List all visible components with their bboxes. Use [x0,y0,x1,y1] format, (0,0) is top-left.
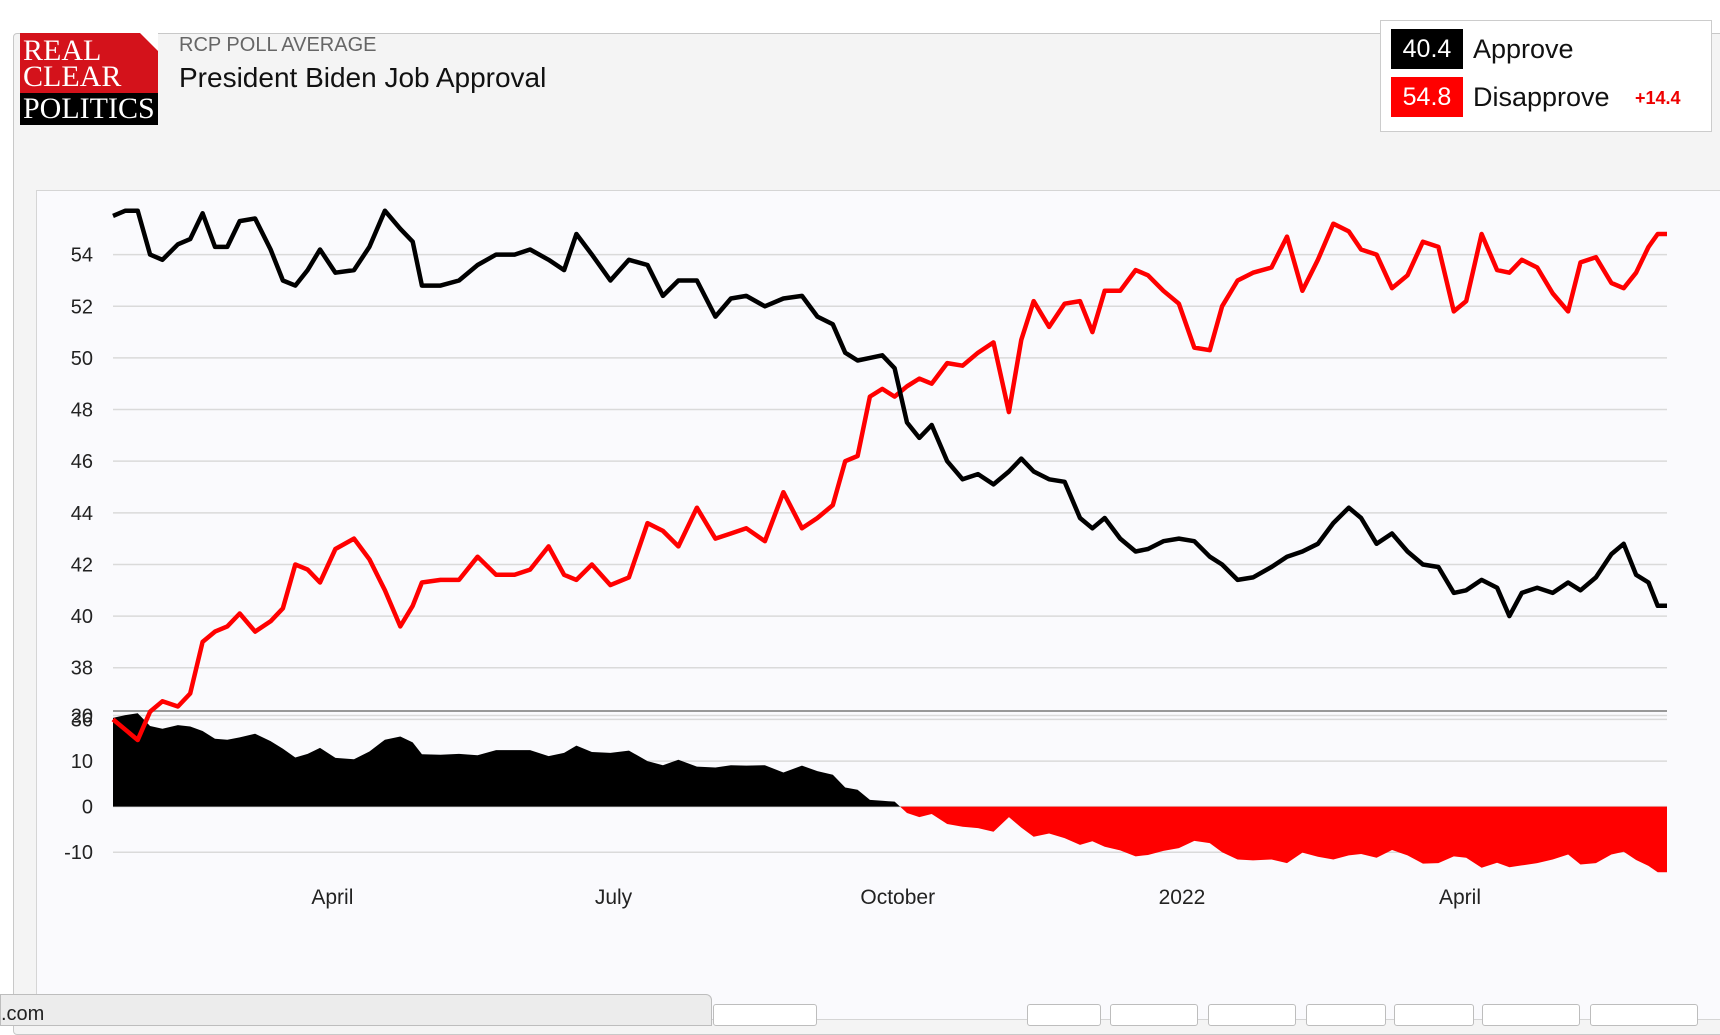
logo-red-block [20,33,158,93]
y-tick-label-38: 38 [71,658,93,680]
chart-panel: 36 38 40 42 44 46 48 50 52 54 20 10 0 -10 April July Oct… [36,190,1720,1020]
control-button-2[interactable] [1027,1004,1101,1026]
x-tick-label-1: July [595,886,633,909]
rcp-logo[interactable]: REAL CLEAR POLITICS [20,33,158,125]
spread-tick-label-0: 0 [82,797,93,819]
spread-tick-label-20: 20 [71,706,93,728]
spread-tick-label--10: -10 [64,842,93,864]
x-tick-label-0: April [311,886,353,909]
approve-value-badge: 40.4 [1391,29,1463,69]
control-button-1[interactable] [713,1004,817,1026]
spread-tick-label-10: 10 [71,751,93,773]
control-button-4[interactable] [1208,1004,1296,1026]
logo-text-line3: POLITICS [23,92,155,125]
status-text: .com [1,1003,45,1025]
plot-background [37,191,1720,1019]
control-button-6[interactable] [1394,1004,1474,1026]
control-button-3[interactable] [1110,1004,1198,1026]
x-tick-label-4: April [1439,886,1481,909]
x-tick-label-3: 2022 [1159,886,1206,909]
x-tick-label-2: October [860,886,935,909]
chart-svg[interactable]: 36 38 40 42 44 46 48 50 52 54 20 10 0 -10 April July Oct… [37,191,1720,1019]
y-tick-label-40: 40 [71,606,93,628]
spread-value: +14.4 [1635,88,1681,108]
y-tick-label-42: 42 [71,554,93,576]
control-button-7[interactable] [1482,1004,1580,1026]
y-tick-label-54: 54 [71,245,93,267]
spread-area-approve [113,713,901,807]
control-button-8[interactable] [1590,1004,1698,1026]
series-line-disapprove [111,221,1667,743]
logo-black-block [20,93,158,125]
control-button-5[interactable] [1306,1004,1386,1026]
y-tick-label-52: 52 [71,296,93,318]
spread-area-disapprove [900,806,1667,873]
y-tick-label-46: 46 [71,451,93,473]
legend-box: 40.4 Approve 54.8 Disapprove +14.4 [1380,20,1712,132]
disapprove-value-badge: 54.8 [1391,77,1463,117]
series-line-approve [112,208,1667,619]
status-bar: .com [0,994,712,1026]
y-tick-label-36: 36 [71,709,93,731]
approve-label: Approve [1473,34,1574,64]
y-tick-label-48: 48 [71,400,93,422]
y-tick-label-44: 44 [71,503,93,525]
chart-title: President Biden Job Approval [179,62,547,93]
logo-corner-fold [140,33,158,51]
disapprove-label: Disapprove [1473,82,1610,112]
header-subtitle: RCP POLL AVERAGE [179,34,377,56]
logo-text-line1: REAL [23,34,102,67]
logo-text-line2: CLEAR [23,60,122,93]
y-tick-label-50: 50 [71,348,93,370]
